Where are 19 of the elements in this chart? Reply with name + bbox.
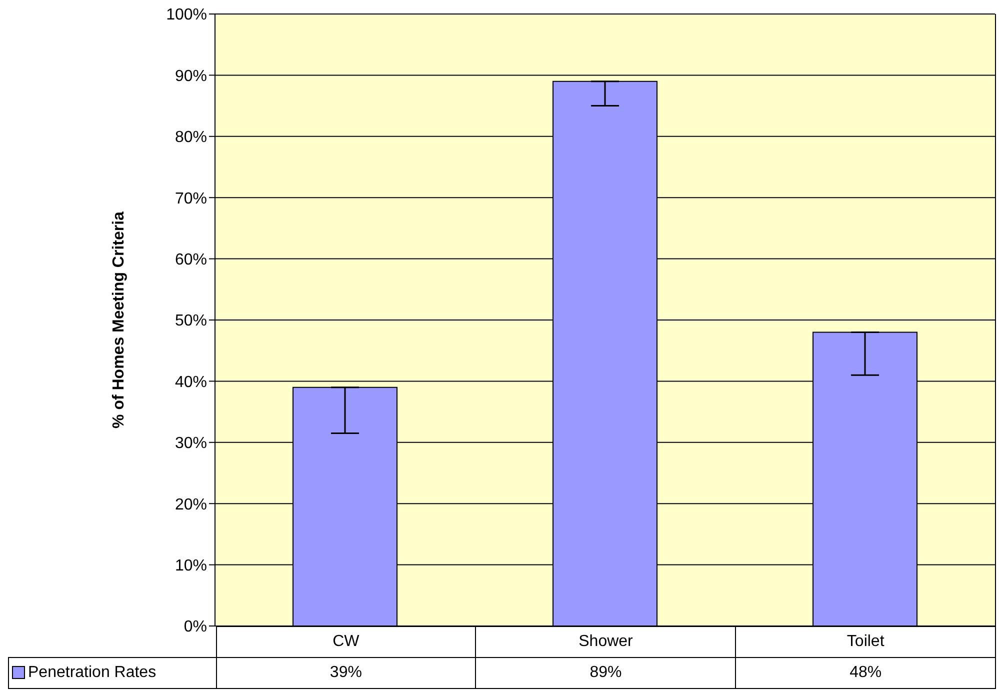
y-tick-label: 90% [174,68,207,85]
x-tick-label: Toilet [736,626,996,658]
legend-label: Penetration Rates [28,664,156,681]
text: 39% [330,664,362,681]
y-tick-label: 60% [174,251,207,268]
y-tick-label: 40% [174,374,207,391]
y-tick-label: 80% [174,129,207,146]
text: 48% [850,664,882,681]
y-tick-label: 70% [174,190,207,208]
x-tick-label: Shower [476,626,736,658]
y-tick-label: 10% [174,557,207,574]
y-tick-label: 50% [174,312,207,330]
y-tick-label: 30% [174,435,207,452]
y-axis-title: % of Homes Meeting Criteria [110,211,128,428]
x-tick-label: CW [216,626,476,658]
y-tick-label: 20% [174,496,207,514]
text: 89% [590,664,622,681]
y-tick-label: 0% [184,618,207,636]
y-tick-label: 100% [166,6,207,24]
